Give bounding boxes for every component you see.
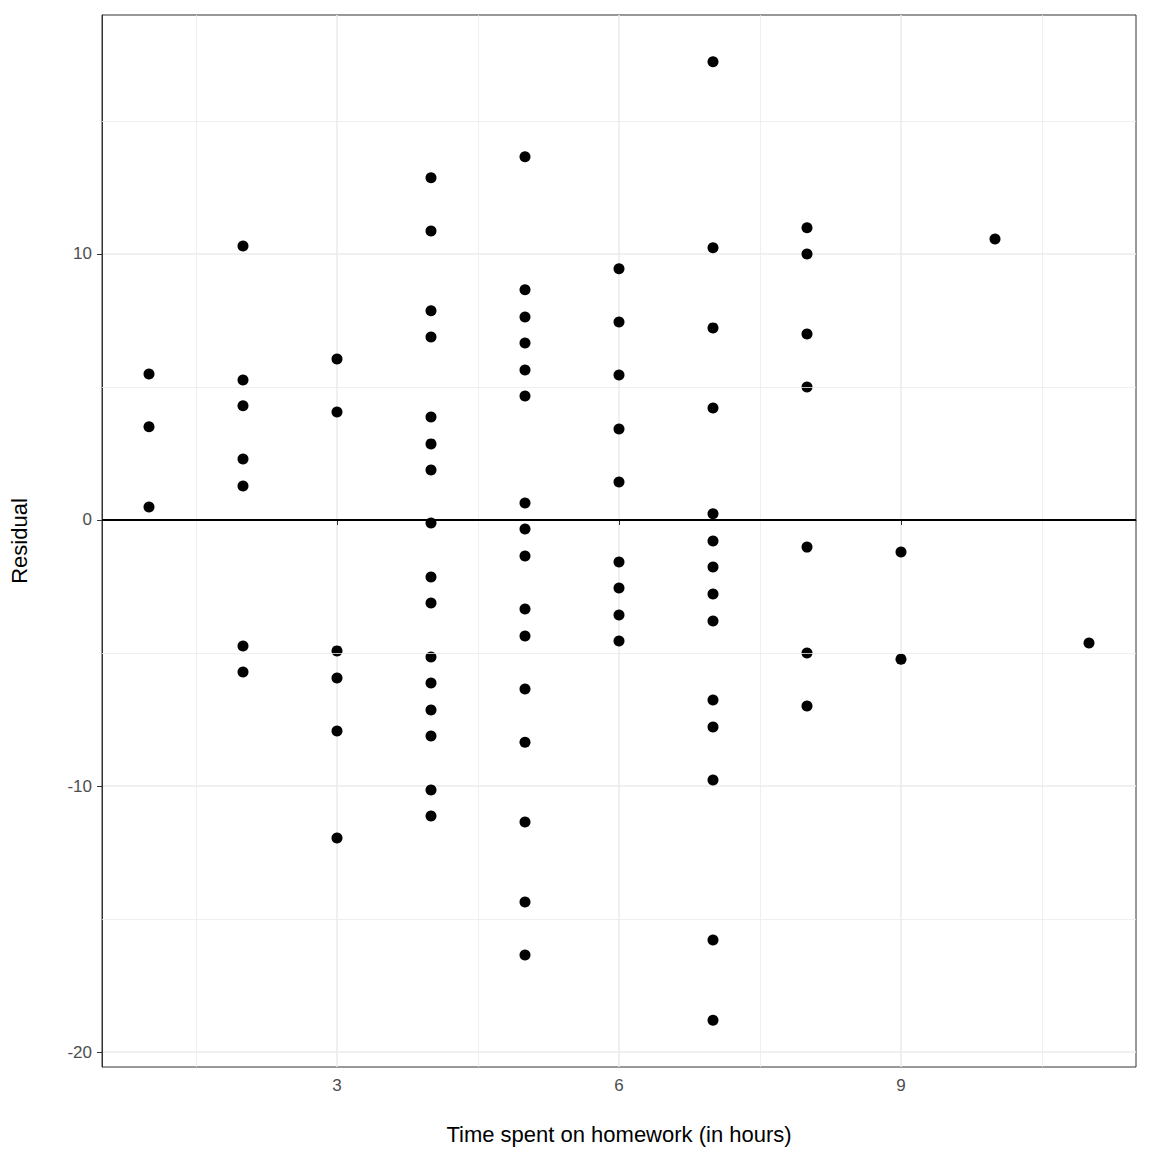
svg-text:0: 0 — [83, 510, 92, 529]
svg-text:6: 6 — [614, 1076, 623, 1095]
svg-text:Time spent on homework (in hou: Time spent on homework (in hours) — [446, 1122, 791, 1147]
svg-text:-10: -10 — [67, 777, 92, 796]
svg-text:10: 10 — [73, 244, 92, 263]
svg-text:3: 3 — [332, 1076, 341, 1095]
svg-text:9: 9 — [896, 1076, 905, 1095]
svg-text:-20: -20 — [67, 1043, 92, 1062]
svg-text:Residual: Residual — [7, 498, 32, 584]
